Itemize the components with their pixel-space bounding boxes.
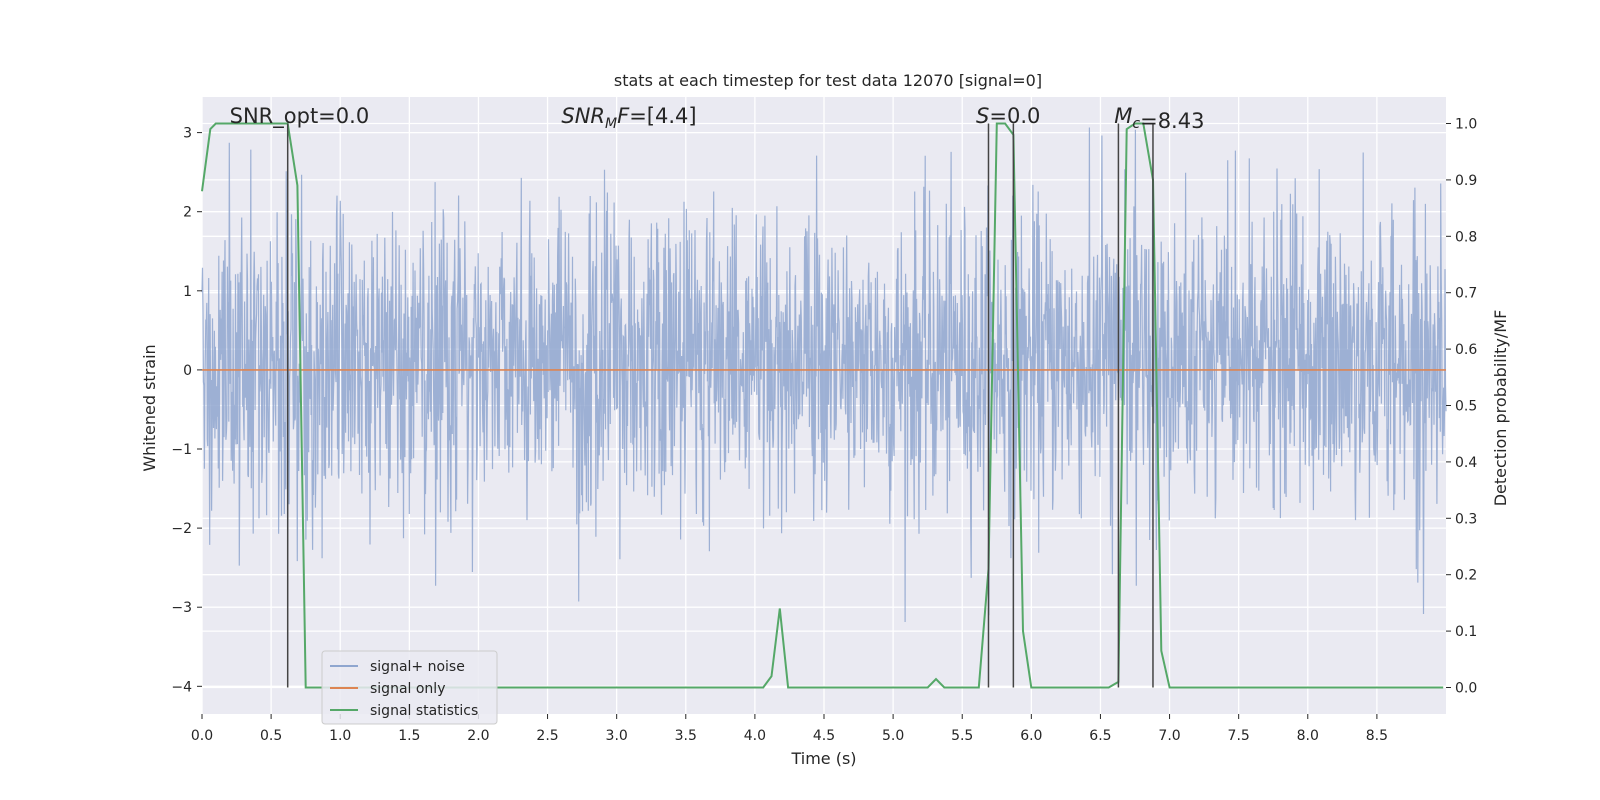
y-right-tick-label: 0.1 xyxy=(1455,624,1477,640)
x-axis-label: Time (s) xyxy=(790,749,856,768)
y-tick-label: 0 xyxy=(183,363,192,379)
y-right-tick-label: 0.8 xyxy=(1455,229,1477,245)
x-tick-label: 6.0 xyxy=(1020,728,1042,744)
noise-trace xyxy=(201,127,1447,623)
legend-label: signal+ noise xyxy=(370,659,465,675)
legend: signal+ noise signal only signal statistic… xyxy=(321,650,498,725)
y-right-tick-label: 0.5 xyxy=(1455,399,1477,415)
y-tick-label: −3 xyxy=(171,600,192,616)
y-tick-label: −1 xyxy=(171,442,192,458)
y-tick-label: −2 xyxy=(171,521,192,537)
x-tick-label: 5.0 xyxy=(882,728,904,744)
y-tick-label: 1 xyxy=(183,284,192,300)
x-tick-label: 8.0 xyxy=(1297,728,1319,744)
annotations: SNR_opt=0.0 SNRMF=[4.4] S=0.0 Mc=8.43 xyxy=(230,104,1205,133)
annotation-text: Mc=8.43 xyxy=(1114,104,1204,133)
axis-ticks: 0.0 0.5 1.0 1.5 2.0 2.5 3.0 3.5 4.0 4.5 5.0 5.5 6.0 6… xyxy=(171,117,1477,744)
annotation-text: S=0.0 xyxy=(976,104,1040,128)
x-tick-label: 3.0 xyxy=(606,728,628,744)
y-right-tick-label: 0.4 xyxy=(1455,455,1477,471)
vertical-marker-lines xyxy=(286,123,1154,688)
noise-series-signal+noise xyxy=(201,127,1447,623)
legend-box xyxy=(321,650,498,725)
x-tick-label: 0.5 xyxy=(260,728,282,744)
y-right-tick-label: 0.0 xyxy=(1455,680,1477,696)
y-right-tick-label: 0.2 xyxy=(1455,568,1477,584)
annotation-text: SNR_opt=0.0 xyxy=(230,104,370,129)
x-tick-label: 1.5 xyxy=(398,728,420,744)
y-right-tick-label: 0.9 xyxy=(1455,173,1477,189)
y-tick-label: 3 xyxy=(183,126,192,142)
x-tick-label: 5.5 xyxy=(951,728,973,744)
x-tick-label: 8.5 xyxy=(1366,728,1388,744)
x-tick-label: 6.5 xyxy=(1089,728,1111,744)
x-tick-label: 2.5 xyxy=(536,728,558,744)
y-axis-right-label: Detection probability/MF xyxy=(1491,310,1510,507)
y-tick-label: 2 xyxy=(183,205,192,221)
annotation-text: SNRMF=[4.4] xyxy=(561,104,696,132)
y-right-tick-label: 0.7 xyxy=(1455,286,1477,302)
x-tick-label: 7.0 xyxy=(1158,728,1180,744)
chart-title: stats at each timestep for test data 120… xyxy=(614,71,1042,90)
y-right-tick-label: 0.3 xyxy=(1455,511,1477,527)
x-tick-label: 2.0 xyxy=(467,728,489,744)
legend-label: signal statistics xyxy=(370,703,478,719)
x-tick-label: 1.0 xyxy=(329,728,351,744)
y-right-tick-label: 1.0 xyxy=(1455,117,1477,133)
x-tick-label: 4.0 xyxy=(744,728,766,744)
y-tick-label: −4 xyxy=(171,679,192,695)
x-tick-label: 0.0 xyxy=(191,728,213,744)
y-axis-label: Whitened strain xyxy=(140,344,159,471)
x-tick-label: 3.5 xyxy=(675,728,697,744)
x-tick-label: 7.5 xyxy=(1228,728,1250,744)
x-tick-label: 4.5 xyxy=(813,728,835,744)
legend-label: signal only xyxy=(370,681,445,697)
y-right-tick-label: 0.6 xyxy=(1455,342,1477,358)
